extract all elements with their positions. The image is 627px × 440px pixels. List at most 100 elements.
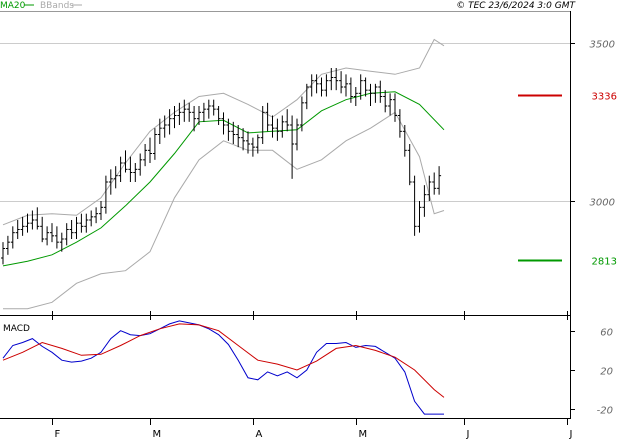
price-y-axis: 3000 3500 [570,40,615,209]
ohlc-bar [255,134,260,154]
ohlc-bar [74,216,79,239]
ohlc-bar [108,169,113,195]
ohlc-bar [383,90,388,113]
macd-lines [2,320,445,415]
ohlc-bar [69,220,74,239]
price-bars [1,68,442,265]
price-annotations: 3336 2813 [518,92,617,268]
ohlc-bar [128,156,133,182]
ohlc-bar [363,77,368,97]
ohlc-bar [30,210,35,230]
ohlc-bar [50,223,54,243]
x-tick-label-2: A [256,429,263,440]
ohlc-bar [285,109,290,132]
legend-ma20: MA20 [0,1,26,11]
ohlc-bar [187,102,192,122]
ohlc-bar [40,216,45,243]
ohlc-bar [5,235,10,255]
ohlc-bar [402,125,407,157]
ohlc-bar [393,93,397,122]
x-tick-label-0: F [55,429,61,440]
ohlc-bar [388,93,393,116]
ohlc-bar [275,118,280,141]
ohlc-bar [221,112,226,135]
ohlc-bar [152,128,157,160]
ohlc-bar [236,125,241,148]
ohlc-bar [437,166,442,195]
ohlc-bar [54,226,59,249]
bband-upper [2,38,445,226]
ohlc-bar [427,175,432,201]
ohlc-bar [280,115,285,138]
ohlc-bar [216,106,221,125]
ohlc-bar [206,99,211,119]
ohlc-bar [59,232,64,252]
ohlc-bar [25,213,30,233]
ohlc-bar [182,99,187,122]
ohlc-bar [290,115,295,179]
y-tick-label-3500: 3500 [590,40,615,51]
ohlc-bar [412,175,417,236]
ohlc-bar [344,74,348,97]
ohlc-bar [64,223,69,246]
ohlc-bar [417,201,422,233]
macd-panel: MACD -20 20 60 [0,320,613,419]
ohlc-bar [20,216,25,236]
ohlc-bar [79,213,84,233]
ohlc-bar [84,213,89,233]
macd-line [2,320,444,415]
bband-lower [3,111,445,310]
ohlc-bar [334,68,339,91]
ohlc-bar [358,74,363,100]
ohlc-bar [35,207,40,230]
level-label-2813: 2813 [592,257,617,268]
ohlc-bar [378,80,383,103]
macd-tick-label-60: 60 [600,328,613,339]
legend-bbands: BBands [40,1,74,11]
ohlc-bar [373,83,378,103]
ohlc-bar [162,115,167,138]
ohlc-bar [148,137,152,163]
ohlc-bar [309,74,314,97]
ohlc-bar [192,106,197,132]
ohlc-bar [138,153,143,176]
ohlc-bar [422,185,427,217]
ohlc-bar [295,118,299,151]
ohlc-bar [329,68,334,91]
ohlc-bar [241,128,246,151]
ohlc-bar [353,87,358,106]
price-panel: 3336 2813 3000 3500 [0,11,617,316]
macd-y-axis: -20 20 60 [570,328,613,417]
level-label-3336: 3336 [592,92,617,103]
price-gridlines [0,43,570,202]
x-tick-label-3: M [359,429,368,440]
ohlc-bar [339,71,344,94]
ohlc-bar [270,115,275,138]
ohlc-bar [197,106,201,125]
ohlc-bar [103,175,108,214]
macd-tick-label-20: 20 [600,367,613,378]
ohlc-bar [304,83,309,110]
ohlc-bar [368,83,373,106]
ohlc-bar [118,156,123,182]
ohlc-bar [123,150,128,173]
ohlc-bar [15,220,20,239]
ohlc-bar [1,242,5,265]
ohlc-bar [201,102,206,122]
ohlc-bar [89,210,94,227]
ohlc-bar [407,144,412,186]
chart-header: MA20 BBands © TEC 23/6/2024 3:0 GMT [0,1,577,11]
ohlc-bar [299,96,304,132]
ohlc-bar [246,131,250,154]
ohlc-bar [231,121,236,144]
ohlc-bar [172,106,177,129]
macd-title: MACD [3,324,30,334]
ohlc-bar [143,144,148,167]
signal-line [2,323,445,398]
ohlc-bar [324,74,329,97]
ohlc-bar [226,118,231,141]
ohlc-bar [99,201,103,220]
ohlc-bar [45,226,50,246]
ohlc-bar [265,102,270,132]
